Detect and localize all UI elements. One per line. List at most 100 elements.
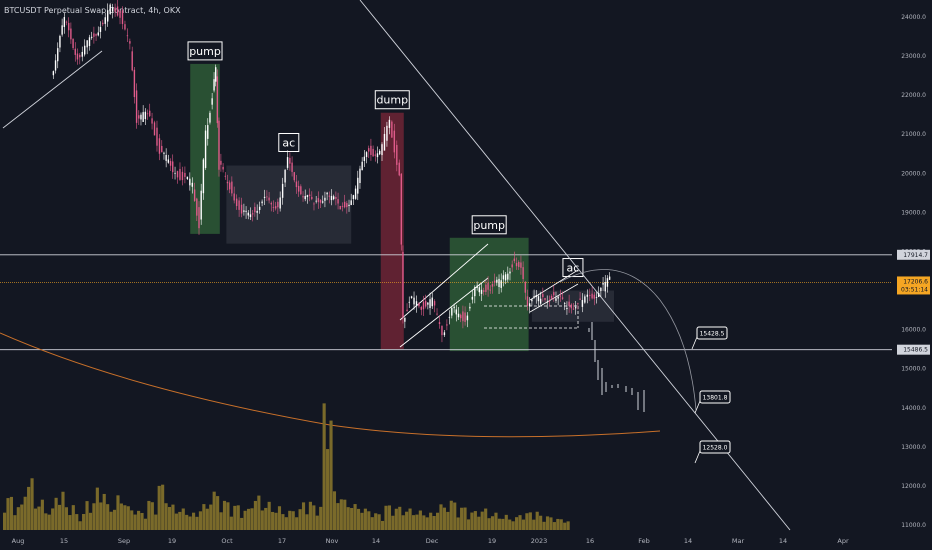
volume-bar bbox=[315, 515, 319, 530]
candle-body bbox=[74, 48, 76, 55]
x-tick-label: 16 bbox=[586, 537, 594, 545]
x-tick-label: 2023 bbox=[531, 537, 548, 545]
dashed-range bbox=[484, 305, 579, 329]
candle-body bbox=[243, 210, 245, 212]
x-tick-label: Nov bbox=[326, 537, 339, 545]
volume-bar bbox=[137, 510, 141, 530]
candle-body bbox=[480, 289, 483, 294]
candle-body bbox=[65, 21, 68, 23]
candle-body bbox=[564, 303, 566, 304]
candle-body bbox=[383, 133, 386, 151]
volume-bar bbox=[181, 508, 185, 530]
volume-bar bbox=[308, 501, 312, 530]
candle-body bbox=[304, 196, 306, 200]
candle-body bbox=[572, 308, 575, 310]
candle-body bbox=[297, 185, 300, 192]
candle-body bbox=[391, 121, 393, 138]
candle-body bbox=[509, 271, 511, 274]
volume-bar bbox=[133, 514, 137, 530]
candle-body bbox=[577, 303, 579, 305]
candle-body bbox=[359, 168, 361, 184]
candle-body bbox=[469, 306, 471, 309]
uptrend-line bbox=[2, 50, 103, 129]
candle-body bbox=[189, 178, 191, 186]
candle-body bbox=[600, 287, 602, 292]
volume-bar bbox=[504, 514, 508, 530]
candle-body bbox=[326, 192, 328, 195]
projection-pointer bbox=[694, 450, 701, 464]
candle-body bbox=[224, 175, 226, 177]
volume-bar bbox=[367, 511, 371, 530]
candle-body bbox=[561, 297, 564, 299]
candle-body bbox=[184, 172, 186, 177]
candle-body bbox=[90, 36, 93, 38]
volume-bar bbox=[515, 517, 519, 530]
candle-body bbox=[300, 186, 302, 195]
candle-body bbox=[341, 206, 344, 207]
volume-bar bbox=[480, 511, 484, 530]
volume-bar bbox=[82, 513, 86, 530]
volume-bar bbox=[274, 512, 278, 530]
candle-body bbox=[121, 10, 124, 24]
candle-body bbox=[570, 304, 573, 309]
volume-bar bbox=[198, 511, 203, 530]
candle-body bbox=[216, 76, 219, 124]
candle-body bbox=[406, 309, 408, 311]
volume-bar bbox=[545, 516, 550, 530]
candle-body bbox=[466, 315, 469, 321]
candle-body bbox=[433, 301, 436, 306]
volume-bar bbox=[75, 514, 79, 530]
volume-bar bbox=[363, 508, 367, 530]
candle-body bbox=[457, 313, 460, 318]
candle-body bbox=[272, 207, 275, 208]
y-axis-line-tag: 15486.5 bbox=[897, 344, 930, 355]
candle-body bbox=[330, 195, 333, 201]
candle-body bbox=[504, 274, 507, 281]
volume-bar bbox=[95, 487, 99, 530]
candle-body bbox=[436, 313, 438, 315]
candle-body bbox=[511, 264, 513, 268]
candle-body bbox=[124, 24, 126, 30]
candle-body bbox=[422, 301, 425, 310]
candle-body bbox=[374, 154, 376, 156]
x-tick-label: Aug bbox=[12, 537, 25, 545]
candle-body bbox=[398, 162, 400, 176]
candle-body bbox=[544, 297, 546, 300]
x-tick-label: 14 bbox=[372, 537, 380, 545]
candle-body bbox=[176, 171, 179, 178]
candle-body bbox=[302, 196, 304, 198]
volume-bar bbox=[154, 514, 158, 530]
candle-body bbox=[476, 285, 478, 288]
candle-body bbox=[462, 311, 464, 322]
volume-bar bbox=[33, 508, 38, 530]
volume-bar bbox=[143, 518, 148, 530]
candle-body bbox=[597, 293, 600, 297]
volume-bar bbox=[44, 513, 48, 530]
volume-bar bbox=[271, 511, 275, 530]
candle-body bbox=[114, 7, 116, 12]
volume-bar bbox=[23, 496, 27, 530]
candle-body bbox=[593, 294, 595, 299]
x-tick-label: Dec bbox=[426, 537, 439, 545]
candle-body bbox=[548, 301, 551, 302]
candle-body bbox=[478, 287, 481, 293]
candle-body bbox=[202, 159, 205, 194]
volume-bar bbox=[288, 510, 292, 530]
candle-body bbox=[441, 325, 443, 336]
candle-body bbox=[520, 262, 522, 268]
candle-body bbox=[550, 295, 553, 299]
candle-body bbox=[209, 112, 211, 123]
x-tick-label: 19 bbox=[488, 537, 496, 545]
volume-bar bbox=[102, 493, 106, 530]
candle-body bbox=[589, 295, 591, 296]
x-tick-label: 14 bbox=[684, 537, 692, 545]
zone-label-box bbox=[471, 215, 507, 235]
candle-body bbox=[102, 22, 104, 25]
x-tick-label: 17 bbox=[278, 537, 286, 545]
volume-bar bbox=[150, 502, 154, 530]
candle-body bbox=[240, 204, 243, 214]
candle-body bbox=[79, 54, 81, 58]
x-tick-label: 15 bbox=[60, 537, 68, 545]
